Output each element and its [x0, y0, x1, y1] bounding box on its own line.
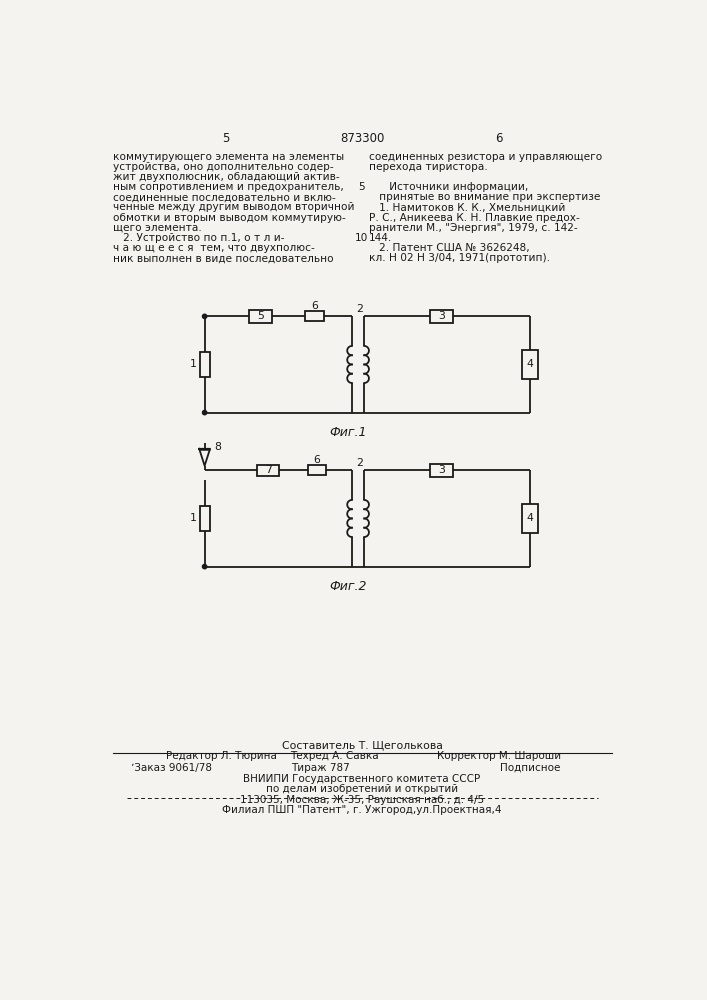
- Bar: [305, 311, 324, 321]
- Text: соединенные последовательно и вклю-: соединенные последовательно и вклю-: [113, 192, 336, 202]
- Bar: [199, 506, 210, 531]
- Text: 144.: 144.: [369, 233, 392, 243]
- Text: 1: 1: [190, 513, 197, 523]
- Text: 5: 5: [222, 132, 229, 145]
- Bar: [522, 504, 538, 533]
- Bar: [249, 310, 272, 323]
- Text: Фиг.2: Фиг.2: [329, 580, 367, 593]
- Text: 2. Патент США № 3626248,: 2. Патент США № 3626248,: [369, 243, 530, 253]
- Bar: [430, 310, 453, 323]
- Text: 6: 6: [496, 132, 503, 145]
- Text: обмотки и вторым выводом коммутирую-: обмотки и вторым выводом коммутирую-: [113, 213, 346, 223]
- Text: 1: 1: [190, 359, 197, 369]
- Bar: [308, 465, 327, 475]
- Circle shape: [202, 410, 206, 415]
- Text: 7: 7: [264, 465, 271, 475]
- Text: 8: 8: [214, 442, 221, 452]
- Text: 6: 6: [314, 455, 320, 465]
- Bar: [430, 464, 453, 477]
- Text: Тираж 787: Тираж 787: [291, 763, 350, 773]
- Text: Филиал ПШП "Патент", г. Ужгород,ул.Проектная,4: Филиал ПШП "Патент", г. Ужгород,ул.Проек…: [222, 805, 502, 815]
- Bar: [522, 350, 538, 379]
- Text: 2: 2: [356, 304, 363, 314]
- Text: 1. Намитоков К. К., Хмельницкий: 1. Намитоков К. К., Хмельницкий: [369, 202, 566, 212]
- Text: соединенных резистора и управляющего: соединенных резистора и управляющего: [369, 152, 602, 162]
- Text: Р. С., Аникеева К. Н. Плавкие предох-: Р. С., Аникеева К. Н. Плавкие предох-: [369, 213, 580, 223]
- Text: щего элемента.: щего элемента.: [113, 223, 202, 233]
- Text: коммутирующего элемента на элементы: коммутирующего элемента на элементы: [113, 152, 344, 162]
- Text: Фиг.1: Фиг.1: [329, 426, 367, 439]
- Text: 3: 3: [438, 311, 445, 321]
- Text: Редактор Л. Тюрина: Редактор Л. Тюрина: [166, 751, 276, 761]
- Text: ным сопротивлением и предохранитель,: ным сопротивлением и предохранитель,: [113, 182, 344, 192]
- Text: 6: 6: [311, 301, 318, 311]
- Text: ч а ю щ е е с я  тем, что двухполюс-: ч а ю щ е е с я тем, что двухполюс-: [113, 243, 315, 253]
- Text: Подписное: Подписное: [500, 763, 561, 773]
- Text: 3: 3: [438, 465, 445, 475]
- Text: жит двухполюсник, обладающий актив-: жит двухполюсник, обладающий актив-: [113, 172, 340, 182]
- Text: 5: 5: [358, 182, 365, 192]
- Text: принятые во внимание при экспертизе: принятые во внимание при экспертизе: [369, 192, 600, 202]
- Text: ʼЗаказ 9061/78: ʼЗаказ 9061/78: [131, 763, 212, 773]
- Text: 10: 10: [354, 233, 368, 243]
- Text: кл. Н 02 Н 3/04, 1971(прототип).: кл. Н 02 Н 3/04, 1971(прототип).: [369, 253, 550, 263]
- Text: ВНИИПИ Государственного комитета СССР: ВНИИПИ Государственного комитета СССР: [243, 774, 481, 784]
- Text: 4: 4: [527, 513, 534, 523]
- Text: Корректор М. Шароши: Корректор М. Шароши: [437, 751, 561, 761]
- Text: 113035, Москва, Ж-35, Раушская наб., д. 4/5: 113035, Москва, Ж-35, Раушская наб., д. …: [240, 795, 484, 805]
- Text: ранители М., "Энергия", 1979, с. 142-: ранители М., "Энергия", 1979, с. 142-: [369, 223, 578, 233]
- Text: по делам изобретений и открытий: по делам изобретений и открытий: [266, 784, 458, 794]
- Text: устройства, оно дополнительно содер-: устройства, оно дополнительно содер-: [113, 162, 334, 172]
- Text: Техред А. Савка: Техред А. Савка: [290, 751, 378, 761]
- Circle shape: [202, 564, 206, 569]
- Text: ник выполнен в виде последовательно: ник выполнен в виде последовательно: [113, 253, 334, 263]
- Bar: [257, 465, 279, 476]
- Text: Источники информации,: Источники информации,: [369, 182, 528, 192]
- Bar: [199, 352, 210, 377]
- Text: 4: 4: [527, 359, 534, 369]
- Text: 873300: 873300: [340, 132, 384, 145]
- Text: 2: 2: [356, 458, 363, 468]
- Text: 5: 5: [257, 311, 264, 321]
- Text: ченные между другим выводом вторичной: ченные между другим выводом вторичной: [113, 202, 355, 212]
- Text: перехода тиристора.: перехода тиристора.: [369, 162, 488, 172]
- Circle shape: [202, 314, 206, 319]
- Text: Составитель Т. Щеголькова: Составитель Т. Щеголькова: [281, 740, 443, 750]
- Text: 2. Устройство по п.1, о т л и-: 2. Устройство по п.1, о т л и-: [113, 233, 285, 243]
